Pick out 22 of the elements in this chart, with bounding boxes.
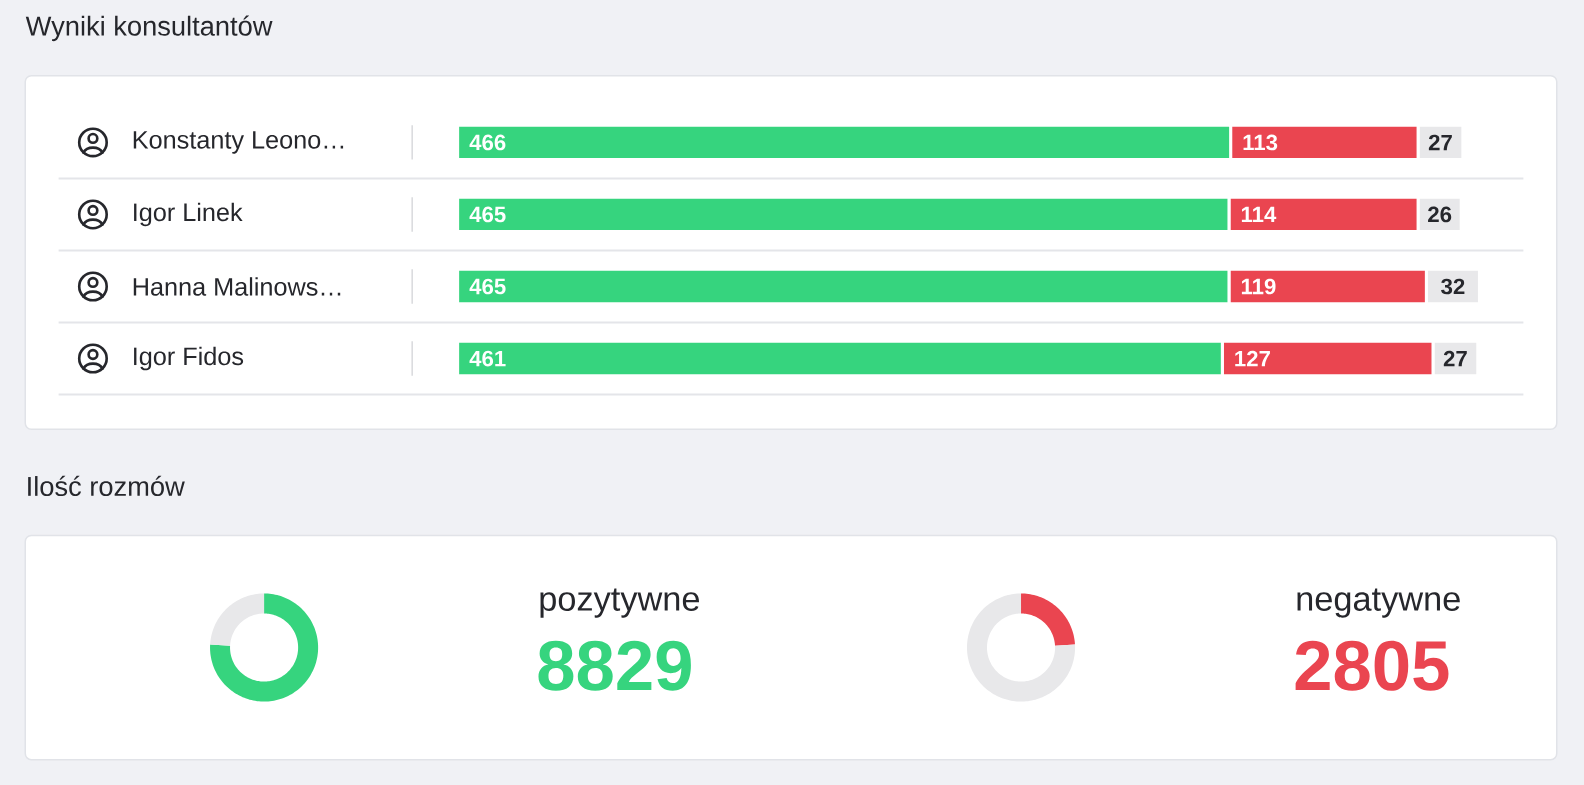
data-label: 465 — [469, 278, 506, 295]
data-label: 2805 — [1295, 640, 1449, 691]
data-label: 466 — [469, 134, 506, 151]
data-label: 114 — [1241, 206, 1277, 223]
y-tick-label: Hanna Malinows… — [133, 277, 341, 296]
data-label: 119 — [1241, 278, 1276, 295]
y-tick-label: Igor Linek — [134, 202, 243, 227]
data-label: 127 — [1235, 350, 1270, 367]
data-label: 113 — [1243, 134, 1278, 151]
data-label: 461 — [469, 350, 506, 367]
data-label: 27 — [1428, 134, 1452, 151]
data-label: 32 — [1441, 278, 1465, 295]
data-label: 27 — [1443, 350, 1467, 367]
data-label: 8829 — [538, 640, 691, 691]
y-tick-label: Konstanty Leono… — [133, 131, 344, 154]
data-label: 465 — [469, 206, 506, 223]
data-label: 26 — [1428, 206, 1452, 223]
y-tick-label: Igor Fidos — [134, 346, 244, 371]
text: Wyniki konsultantów — [25, 15, 273, 42]
slice-label: negatywne — [1297, 588, 1460, 618]
slice-label: pozytywne — [540, 588, 699, 618]
chart-title: Ilość rozmów — [28, 475, 185, 497]
